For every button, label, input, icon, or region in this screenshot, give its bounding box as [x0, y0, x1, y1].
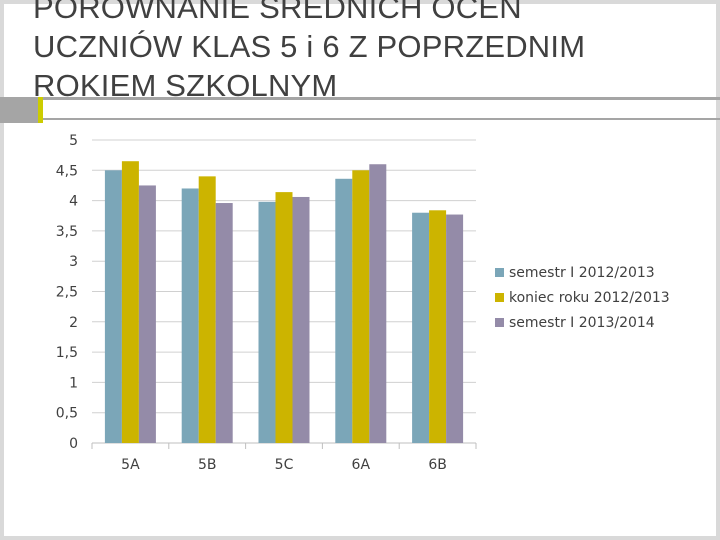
- bar: [292, 196, 310, 443]
- legend-swatch: [495, 318, 504, 327]
- bar: [198, 176, 216, 444]
- title-accent-block: [0, 97, 38, 123]
- title-underline-bottom: [43, 118, 720, 120]
- bar: [335, 178, 353, 443]
- y-tick-label: 5: [69, 133, 78, 149]
- bar: [446, 214, 464, 443]
- x-tick-label: 5C: [275, 457, 294, 473]
- y-tick-label: 1: [69, 375, 78, 391]
- x-tick-label: 5B: [198, 457, 217, 473]
- legend-swatch: [495, 268, 504, 277]
- legend-label: semestr I 2012/2013: [509, 265, 655, 281]
- y-tick-label: 4: [69, 194, 78, 210]
- bar: [138, 185, 156, 443]
- y-tick-label: 2: [69, 315, 78, 331]
- bar: [258, 201, 276, 443]
- x-tick-label: 5A: [121, 457, 140, 473]
- x-tick-label: 6B: [428, 457, 447, 473]
- title-line-2: UCZNIÓW KLAS 5 i 6 Z POPRZEDNIM: [33, 29, 586, 64]
- bar: [429, 210, 447, 443]
- bar: [121, 161, 139, 443]
- legend-label: semestr I 2013/2014: [509, 315, 655, 331]
- title-underline-top: [43, 97, 720, 100]
- bar: [104, 170, 122, 444]
- bar: [181, 188, 199, 443]
- y-tick-label: 2,5: [56, 285, 78, 301]
- title-line-1: PORÓWNANIE ŚREDNICH OCEN: [33, 0, 522, 25]
- legend-label: koniec roku 2012/2013: [509, 290, 670, 306]
- bar: [275, 192, 293, 443]
- legend-swatch: [495, 293, 504, 302]
- bar: [369, 164, 387, 444]
- bar: [352, 170, 370, 444]
- x-tick-label: 6A: [352, 457, 371, 473]
- y-tick-label: 0,5: [56, 406, 78, 422]
- y-tick-label: 1,5: [56, 345, 78, 361]
- y-tick-label: 3,5: [56, 224, 78, 240]
- bar: [215, 203, 233, 443]
- bar: [412, 212, 430, 443]
- y-tick-label: 0: [69, 436, 78, 452]
- y-tick-label: 3: [69, 254, 78, 270]
- y-tick-label: 4,5: [56, 163, 78, 179]
- title-accent-mark: [38, 97, 43, 123]
